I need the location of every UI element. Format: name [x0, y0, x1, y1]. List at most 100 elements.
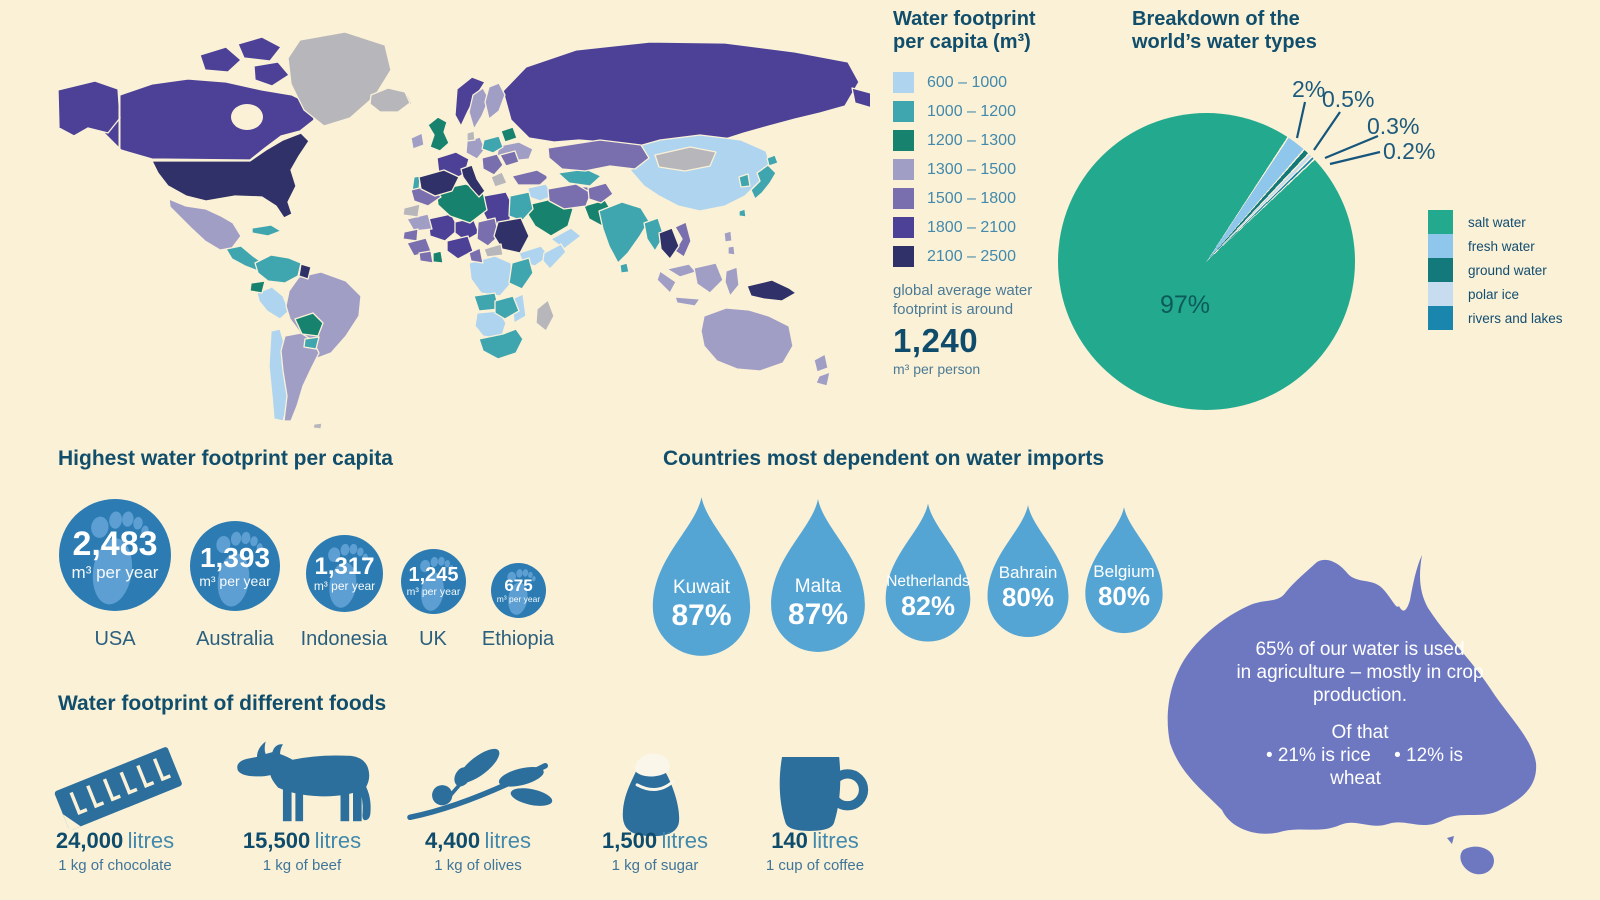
- pie-title-line1: Breakdown of the: [1132, 8, 1300, 30]
- food-value: 24,000: [55, 828, 124, 853]
- map-region-mali: [427, 213, 460, 242]
- map-region-greece: [490, 171, 508, 188]
- pie-legend-swatch: [1428, 258, 1453, 282]
- map-region-turkey: [511, 169, 550, 186]
- pie-label-ground: 0.5%: [1322, 86, 1375, 112]
- global-average-value: 1,240: [893, 322, 979, 359]
- legend-row: 1300 – 1500: [893, 159, 1123, 180]
- footprint-unit: m³ per year: [496, 594, 541, 605]
- map-region-korea: [738, 173, 751, 188]
- map-region-kazakhstan: [547, 139, 650, 172]
- aus-bullet-wheat: • 12% is wheat: [1330, 745, 1464, 789]
- map-region-southafrica: [478, 328, 524, 360]
- food-sugar: 1,500 litres 1 kg of sugar: [555, 828, 755, 874]
- map-region-afghanistan: [587, 182, 614, 204]
- food-value: 4,400: [425, 828, 481, 853]
- pie-legend-row: ground water: [1428, 258, 1563, 282]
- map-region-peru: [256, 286, 290, 320]
- food-beef: 15,500 litres 1 kg of beef: [202, 828, 402, 874]
- global-average-note: global average water: [893, 282, 1033, 299]
- map-region-colombia: [254, 254, 302, 284]
- map-region-srilanka: [619, 262, 630, 274]
- aus-line4: Of that: [1331, 722, 1389, 743]
- map-region-somalia: [542, 243, 567, 270]
- map-region-china: [627, 134, 772, 212]
- map-legend-title-2: per capita (m³): [893, 31, 1031, 53]
- legend-swatch: [893, 72, 914, 93]
- map-water-bodies: [118, 89, 558, 184]
- food-desc: 1 kg of olives: [434, 857, 522, 874]
- footprint-unit: m³ per year: [199, 572, 271, 589]
- map-region-sumatra: [656, 270, 677, 294]
- legend-row: 1800 – 2100: [893, 217, 1123, 238]
- map-region-russia: [502, 41, 860, 159]
- map-region-paraguay: [303, 336, 320, 350]
- map-regions-no-data: [287, 31, 717, 430]
- food-unit: litres: [127, 828, 175, 853]
- aus-line1: 65% of our water is used: [1255, 639, 1465, 660]
- map-region-mexico: [168, 198, 242, 251]
- legend-range: 1200 – 1300: [927, 131, 1016, 149]
- drop-pct: 80%: [1097, 580, 1151, 611]
- map-region-cameroon: [468, 247, 484, 264]
- footprint-country: UK: [419, 628, 447, 650]
- drop-pct: 80%: [1001, 581, 1055, 612]
- map-region-ivorycoast: [418, 250, 434, 264]
- food-desc: 1 kg of sugar: [611, 857, 699, 874]
- alaska-border: [118, 89, 121, 151]
- map-region-mauritania: [406, 213, 433, 232]
- footprint-uk: 1,245 m³ per year: [401, 549, 466, 614]
- food-unit: litres: [484, 828, 531, 853]
- legend-swatch: [893, 159, 914, 180]
- legend-row: 1000 – 1200: [893, 101, 1123, 122]
- global-average-unit: m³ per person: [893, 361, 981, 377]
- map-region-ecuador: [249, 280, 266, 294]
- pie-legend-row: rivers and lakes: [1428, 306, 1563, 330]
- drop-pct: 87%: [787, 597, 849, 631]
- legend-swatch: [893, 130, 914, 151]
- footprint-value: 1,393: [199, 542, 271, 574]
- legend-swatch: [893, 217, 914, 238]
- footprint-country: Ethiopia: [481, 628, 555, 650]
- map-region-borneo: [693, 262, 724, 294]
- footprint-ethiopia: 675 m³ per year: [491, 563, 546, 618]
- world-map: [57, 31, 870, 430]
- map-region-japan: [766, 154, 779, 167]
- pie-legend: salt water fresh water ground water pola…: [1428, 210, 1563, 330]
- legend-swatch: [893, 246, 914, 267]
- map-regions-1800-2100: [57, 36, 870, 260]
- drop-malta: Malta 87%: [766, 497, 870, 655]
- pie-label-fresh: 2%: [1292, 76, 1326, 102]
- map-region-wsahara: [402, 203, 421, 218]
- map-region-italy: [460, 164, 486, 198]
- global-average-note-2: footprint is around: [893, 301, 1014, 318]
- map-region: [851, 87, 870, 109]
- map-region: [199, 46, 242, 73]
- legend-range: 1000 – 1200: [927, 102, 1016, 120]
- map-region-guyana: [298, 263, 312, 280]
- hudson-bay: [231, 104, 263, 130]
- australia-shape: [1167, 555, 1537, 875]
- map-region-japan: [750, 164, 777, 200]
- pie-label-rivers: 0.2%: [1383, 138, 1436, 164]
- footprint-unit: m³ per year: [406, 586, 461, 598]
- pie-legend-label: ground water: [1468, 262, 1547, 278]
- map-region-denmark: [466, 130, 476, 142]
- map-region-usa: [151, 132, 310, 219]
- map-region-thailand: [658, 227, 680, 260]
- pie-title: Breakdown of the world’s water types: [1132, 8, 1317, 54]
- drop-netherlands: Netherlands 82%: [882, 499, 974, 647]
- map-region-falklands: [312, 422, 323, 430]
- pie-chart: [1058, 113, 1355, 410]
- foods-heading: Water footprint of different foods: [58, 692, 387, 715]
- drop-country: Belgium: [1093, 562, 1155, 582]
- pie-legend-label: polar ice: [1468, 286, 1520, 302]
- caspian-sea: [546, 162, 558, 184]
- map-region-car: [483, 243, 504, 258]
- map-region-canada: [99, 78, 315, 161]
- legend-swatch: [893, 101, 914, 122]
- map-region-png: [746, 279, 797, 302]
- map-region-ireland: [410, 132, 425, 150]
- map-region-nigeria: [446, 235, 474, 260]
